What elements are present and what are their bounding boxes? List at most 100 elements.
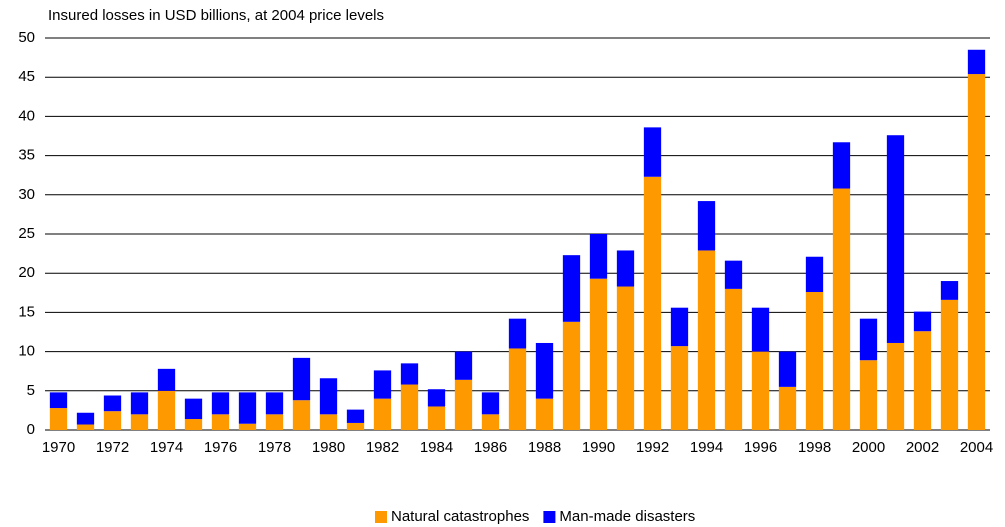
x-tick-label: 1992 (636, 439, 669, 456)
bar-segment (157, 390, 176, 430)
bar-segment (292, 357, 311, 401)
legend-label: Man-made disasters (559, 508, 695, 525)
bar-segment (427, 389, 446, 407)
y-tick-label: 50 (18, 29, 35, 46)
bar-segment (400, 384, 419, 430)
x-tick-label: 1988 (528, 439, 561, 456)
y-tick-label: 5 (27, 382, 35, 399)
bar-segment (211, 414, 230, 430)
bar-segment (616, 286, 635, 430)
x-tick-label: 1996 (744, 439, 777, 456)
bar-segment (643, 176, 662, 430)
y-tick-label: 10 (18, 343, 35, 360)
x-tick-label: 1970 (42, 439, 75, 456)
y-tick-label: 40 (18, 107, 35, 124)
bar-segment (697, 201, 716, 251)
bar-segment (319, 378, 338, 415)
bar-segment (211, 392, 230, 415)
bar-segment (778, 351, 797, 387)
bar-segment (832, 142, 851, 189)
bar-segment (400, 363, 419, 385)
bar-segment (292, 400, 311, 430)
x-tick-label: 1972 (96, 439, 129, 456)
bar-segment (913, 311, 932, 332)
bar-segment (967, 49, 986, 75)
bar-segment (346, 409, 365, 423)
y-tick-label: 20 (18, 264, 35, 281)
y-tick-label: 25 (18, 225, 35, 242)
x-tick-label: 1980 (312, 439, 345, 456)
bar-segment (265, 392, 284, 415)
y-tick-label: 30 (18, 186, 35, 203)
bar-segment (103, 411, 122, 430)
bar-segment (940, 299, 959, 430)
x-tick-label: 1978 (258, 439, 291, 456)
bar-segment (184, 419, 203, 430)
bar-segment (643, 127, 662, 177)
bar-segment (454, 379, 473, 430)
bar-segment (238, 392, 257, 424)
y-tick-label: 0 (27, 421, 35, 438)
bar-segment (697, 250, 716, 430)
bar-segment (508, 318, 527, 349)
bar-segment (346, 422, 365, 430)
bar-segment (724, 288, 743, 430)
y-tick-label: 45 (18, 68, 35, 85)
bar-segment (508, 348, 527, 430)
bar-segment (157, 368, 176, 391)
x-tick-label: 1984 (420, 439, 453, 456)
y-tick-label: 15 (18, 303, 35, 320)
bar-segment (724, 260, 743, 289)
bar-segment (319, 414, 338, 430)
bar-segment (778, 386, 797, 430)
y-tick-label: 35 (18, 147, 35, 164)
x-tick-label: 1990 (582, 439, 615, 456)
bar-segment (535, 398, 554, 430)
legend-label: Natural catastrophes (391, 508, 529, 525)
bar-segment (49, 408, 68, 430)
bar-segment (886, 135, 905, 343)
x-tick-label: 1976 (204, 439, 237, 456)
x-tick-label: 1986 (474, 439, 507, 456)
bar-segment (481, 392, 500, 415)
bar-segment (589, 278, 608, 430)
bar-segment (670, 346, 689, 430)
bar-segment (562, 321, 581, 430)
x-tick-label: 1994 (690, 439, 723, 456)
bar-segment (373, 398, 392, 430)
bar-segment (832, 188, 851, 430)
bar-segment (427, 406, 446, 430)
bar-segment (886, 342, 905, 430)
bar-segment (454, 351, 473, 380)
bar-segment (589, 234, 608, 279)
bar-segment (130, 414, 149, 430)
bar-segment (238, 423, 257, 430)
bar-segment (373, 370, 392, 399)
bar-segment (481, 414, 500, 430)
x-tick-label: 1998 (798, 439, 831, 456)
bar-segment (616, 250, 635, 287)
bar-segment (76, 412, 95, 425)
x-tick-label: 2004 (960, 439, 993, 456)
bar-segment (967, 74, 986, 431)
bar-segment (859, 318, 878, 361)
bar-segment (940, 281, 959, 300)
x-tick-label: 2002 (906, 439, 939, 456)
bar-segment (49, 392, 68, 409)
bar-segment (805, 292, 824, 430)
bar-segment (913, 331, 932, 430)
bar-segment (562, 255, 581, 322)
x-tick-label: 2000 (852, 439, 885, 456)
bar-segment (751, 351, 770, 430)
bar-segment (265, 414, 284, 430)
bar-segment (859, 360, 878, 430)
chart-title: Insured losses in USD billions, at 2004 … (48, 7, 384, 24)
bar-segment (670, 307, 689, 347)
legend-swatch (375, 511, 387, 523)
legend-swatch (543, 511, 556, 523)
bar-segment (184, 398, 203, 420)
x-tick-label: 1982 (366, 439, 399, 456)
bar-segment (751, 307, 770, 352)
bar-segment (76, 424, 95, 430)
